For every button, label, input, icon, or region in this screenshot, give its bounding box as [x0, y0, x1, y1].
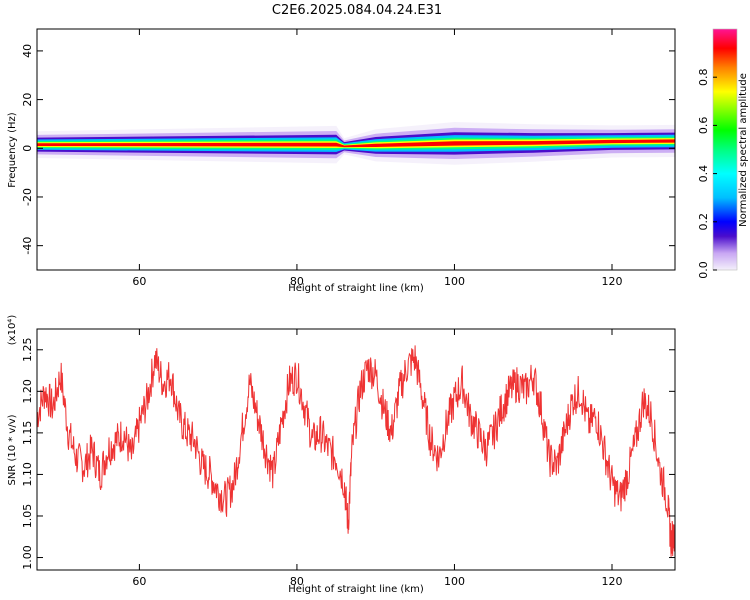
spectral-band-6: [37, 139, 675, 148]
colorbar-tick-label: 0.8: [697, 68, 710, 86]
snr-frame: [36, 328, 676, 571]
snr-y-multiplier-label: (x10⁴): [7, 315, 18, 346]
colorbar: 0.0 0.2 0.4 0.6 0.8 Normalized spectral ampl…: [697, 28, 749, 279]
y-tick-label: 1.10: [21, 462, 34, 487]
y-tick-label: 20: [21, 93, 34, 107]
colorbar-gradient: [713, 29, 737, 270]
colorbar-tick-label: 0.0: [697, 261, 710, 279]
y-tick-label: 1.05: [21, 504, 34, 529]
spectrogram-frame: [36, 28, 676, 271]
snr-x-axis-label: Height of straight line (km): [288, 584, 424, 595]
y-tick-label: 1.25: [21, 338, 34, 363]
x-tick-label: 80: [290, 575, 304, 588]
snr-ticks: 60 80 100 120 1.00 1.05 1.10 1.15 1.20 1.25: [21, 329, 675, 588]
x-tick-label: 100: [444, 275, 465, 288]
snr-y-axis-label: SNR (10 * v/v): [7, 414, 18, 485]
x-tick-label: 60: [132, 575, 146, 588]
snr-panel: 60 80 100 120 1.00 1.05 1.10 1.15 1.20 1.25 Heigh…: [7, 315, 676, 595]
snr-line: [36, 345, 676, 557]
spectrogram-y-axis-label: Frequency (Hz): [7, 112, 18, 188]
colorbar-tick-label: 0.6: [697, 117, 710, 134]
y-tick-label: 1.00: [21, 545, 34, 570]
colorbar-label: Normalized spectral amplitude: [738, 73, 749, 227]
spectrogram-panel: 60 80 100 120 40 20 0 -20 -40 Height of straight…: [7, 28, 676, 294]
y-tick-label: 40: [21, 44, 34, 58]
colorbar-tick-label: 0.4: [697, 165, 710, 183]
x-tick-label: 100: [444, 575, 465, 588]
spectrogram-x-axis-label: Height of straight line (km): [288, 283, 424, 294]
spectrogram-bands: [37, 122, 675, 165]
y-tick-label: -20: [21, 188, 34, 206]
figure-title: C2E6.2025.084.04.24.E31: [272, 3, 442, 18]
x-tick-label: 120: [601, 575, 622, 588]
x-tick-label: 80: [290, 275, 304, 288]
y-tick-label: -40: [21, 237, 34, 255]
colorbar-ticks: 0.0 0.2 0.4 0.6 0.8: [697, 68, 717, 279]
spectrogram-ticks: 60 80 100 120 40 20 0 -20 -40: [21, 29, 675, 288]
y-tick-label: 1.20: [21, 379, 34, 404]
snr-plot-area: [37, 329, 675, 570]
colorbar-frame: [712, 28, 738, 271]
y-tick-label: 1.15: [21, 421, 34, 446]
y-tick-label: 0: [21, 145, 34, 152]
x-tick-label: 120: [601, 275, 622, 288]
colorbar-tick-label: 0.2: [697, 213, 710, 231]
x-tick-label: 60: [132, 275, 146, 288]
